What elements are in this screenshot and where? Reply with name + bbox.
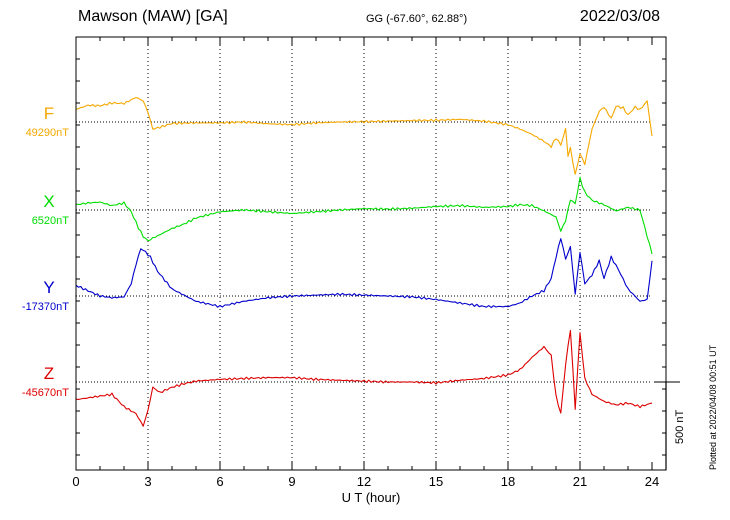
x-tick-label: 0 [72, 474, 79, 489]
series-line-y [75, 238, 653, 309]
x-tick-label: 6 [216, 474, 223, 489]
station-title: Mawson (MAW) [GA] [78, 8, 228, 25]
baseline-value-y: -17370nT [22, 301, 69, 313]
scale-bar-label: 500 nT [674, 409, 686, 444]
x-tick-label: 12 [357, 474, 371, 489]
x-axis-label: U T (hour) [342, 490, 401, 505]
geographic-coordinates: GG (-67.60°, 62.88°) [366, 13, 468, 25]
component-label-y: Y [43, 278, 54, 297]
x-tick-label: 21 [573, 474, 587, 489]
x-tick-label: 3 [144, 474, 151, 489]
baseline-value-f: 49290nT [26, 127, 70, 139]
component-label-f: F [44, 104, 54, 123]
x-tick-label: 9 [288, 474, 295, 489]
plot-frame [75, 36, 667, 471]
x-tick-label: 24 [645, 474, 659, 489]
baseline-value-z: -45670nT [22, 387, 69, 399]
x-tick-label: 18 [501, 474, 515, 489]
baseline-value-x: 6520nT [32, 215, 70, 227]
plotted-at-note: Plotted at 2022/04/08 00:51 UT [708, 344, 718, 470]
x-tick-label: 15 [429, 474, 443, 489]
series-line-z [75, 329, 653, 427]
component-label-x: X [43, 192, 54, 211]
component-label-z: Z [44, 364, 54, 383]
plot-date: 2022/03/08 [579, 8, 660, 25]
series-line-f [75, 96, 653, 175]
series-line-x [75, 176, 653, 255]
